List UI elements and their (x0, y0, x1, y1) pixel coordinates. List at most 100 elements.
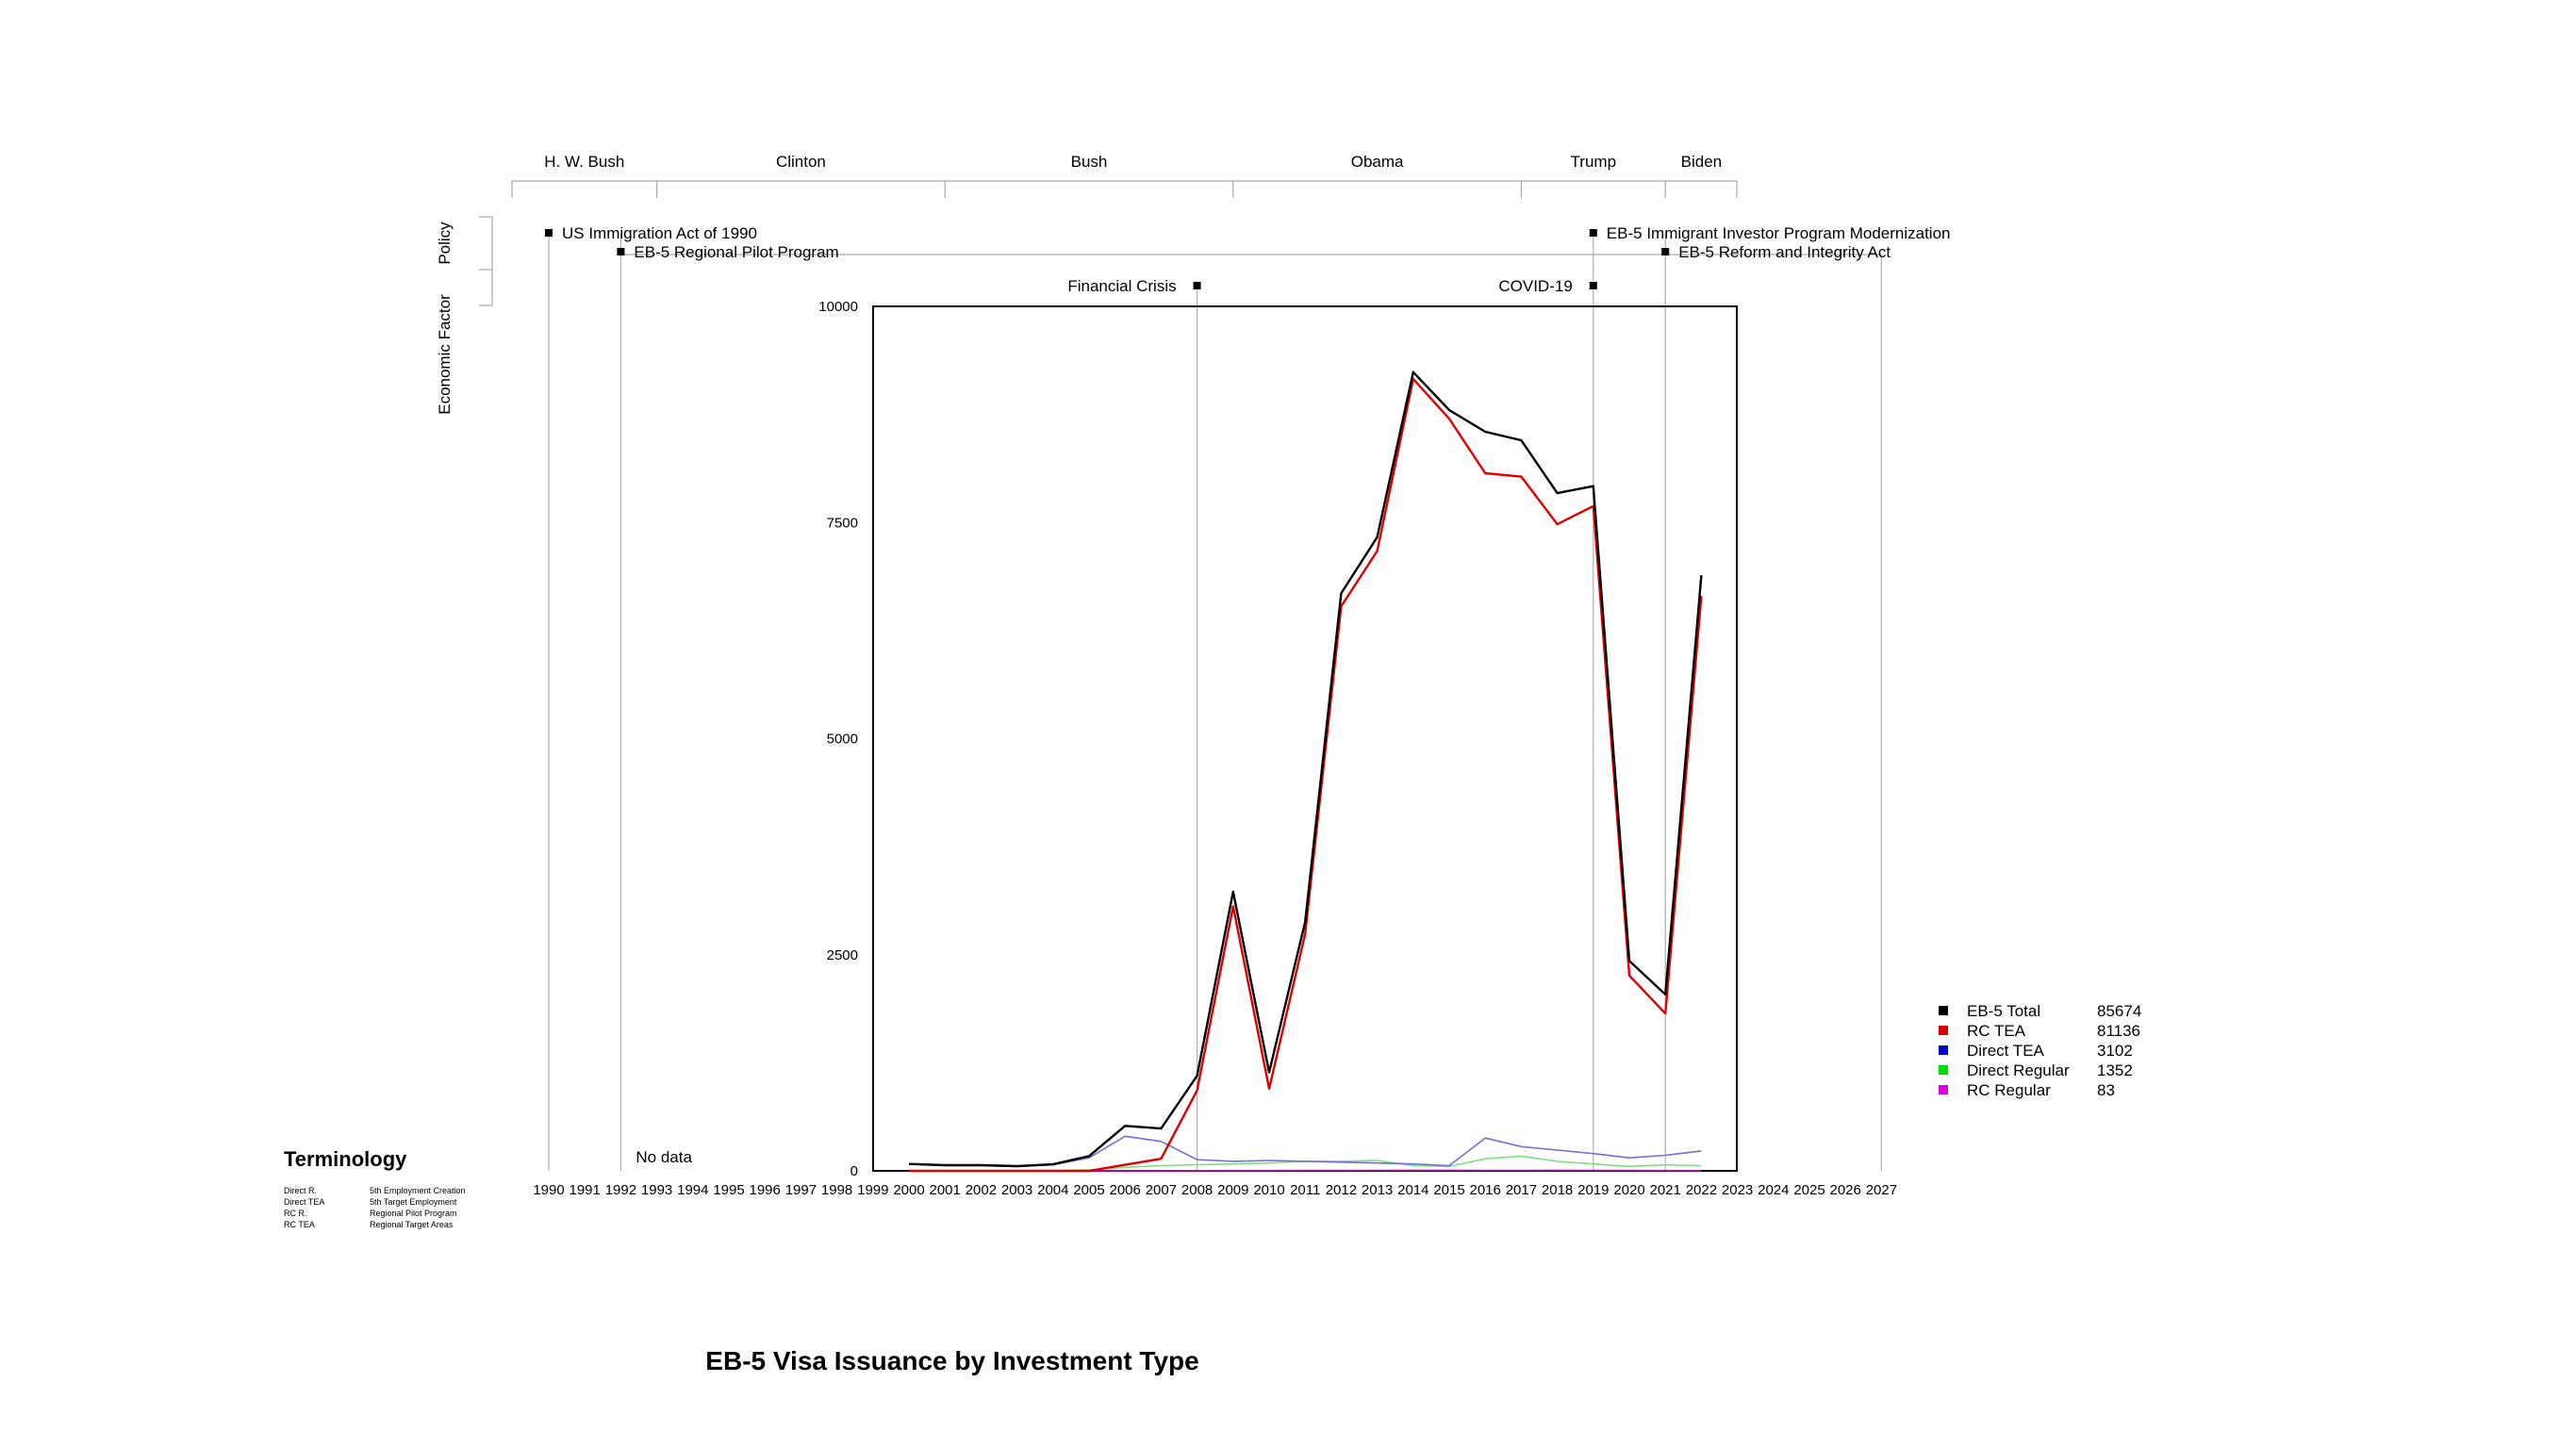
timeline-layer: H. W. Bush Clinton Bush Obama Trump Biden Poli… (436, 153, 1951, 1171)
x-tick-label: 2006 (1110, 1182, 1141, 1198)
chart-title: EB-5 Visa Issuance by Investment Type (705, 1346, 1198, 1375)
y-tick-label: 5000 (827, 732, 858, 748)
x-tick-label: 2022 (1686, 1182, 1717, 1198)
president-label: Bush (1071, 153, 1108, 171)
legend-total: 3102 (2097, 1042, 2133, 1060)
economic-event-label: Financial Crisis (1067, 277, 1176, 295)
x-tick-label: 2002 (966, 1182, 997, 1198)
x-tick-label: 1997 (785, 1182, 817, 1198)
president-label: Trump (1571, 153, 1617, 171)
no-data-label: No data (636, 1148, 692, 1166)
y-tick-label: 7500 (827, 515, 858, 531)
policy-event-label: EB-5 Reform and Integrity Act (1678, 243, 1891, 261)
president-label: Clinton (776, 153, 826, 171)
x-tick-label: 2021 (1650, 1182, 1681, 1198)
legend-swatch (1939, 1006, 1948, 1015)
x-tick-label: 1992 (605, 1182, 636, 1198)
x-tick-label: 2010 (1253, 1182, 1284, 1198)
x-tick-label: 2004 (1037, 1182, 1068, 1198)
legend-label: RC Regular (1967, 1081, 2051, 1099)
plot-frame (872, 305, 1738, 1172)
x-tick-label: 2018 (1542, 1182, 1573, 1198)
series-line (908, 1135, 1702, 1168)
president-label: Biden (1681, 153, 1722, 171)
legend-label: EB-5 Total (1967, 1002, 2040, 1020)
x-tick-label: 1991 (570, 1182, 601, 1198)
legend-total: 85674 (2097, 1002, 2141, 1020)
legend: EB-5 Total 85674 RC TEA 81136 Direct TEA 3102… (1939, 1002, 2141, 1099)
y-tick-label: 0 (850, 1163, 858, 1179)
terminology-term: RC R. (284, 1209, 307, 1218)
policy-event-label: EB-5 Immigrant Investor Program Moderniz… (1607, 224, 1951, 242)
x-tick-label: 1994 (677, 1182, 708, 1198)
economic-event-marker (1589, 282, 1597, 289)
x-tick-label: 2012 (1326, 1182, 1357, 1198)
legend-label: RC TEA (1967, 1022, 2026, 1040)
terminology-definition: Regional Target Areas (370, 1220, 454, 1229)
legend-swatch (1939, 1045, 1948, 1055)
x-tick-label: 2011 (1290, 1182, 1320, 1198)
x-tick-label: 2013 (1362, 1182, 1393, 1198)
x-tick-label: 2015 (1433, 1182, 1464, 1198)
policy-event-label: EB-5 Regional Pilot Program (634, 243, 838, 261)
terminology-term: Direct TEA (284, 1197, 324, 1207)
terminology-definition: Regional Pilot Program (370, 1209, 457, 1218)
x-tick-label: 2016 (1470, 1182, 1501, 1198)
axes-layer: 0 2500 5000 7500 10000 1990 1991 1992 1993 1994 19… (533, 299, 1897, 1198)
x-tick-label: 2007 (1146, 1182, 1177, 1198)
x-tick-label: 1998 (821, 1182, 852, 1198)
x-tick-label: 1993 (641, 1182, 672, 1198)
x-tick-label: 2023 (1722, 1182, 1753, 1198)
legend-total: 1352 (2097, 1061, 2133, 1079)
legend-label: Direct TEA (1967, 1042, 2045, 1060)
x-tick-label: 2003 (1001, 1182, 1032, 1198)
series-line (908, 370, 1703, 1168)
economic-event-label: COVID-19 (1498, 277, 1572, 295)
legend-total: 83 (2097, 1081, 2115, 1099)
economic-event-marker (1193, 282, 1201, 289)
terminology-heading: Terminology (284, 1147, 407, 1171)
x-tick-label: 1996 (750, 1182, 781, 1198)
category-bracket (479, 216, 493, 306)
president-label: Obama (1351, 153, 1404, 171)
x-tick-label: 2005 (1073, 1182, 1104, 1198)
x-tick-label: 1990 (533, 1182, 564, 1198)
series-line (909, 1155, 1702, 1172)
x-tick-label: 2020 (1613, 1182, 1644, 1198)
terminology-panel: Terminology Direct R. 5th Employment Creat… (284, 1147, 466, 1229)
x-tick-label: 2017 (1506, 1182, 1537, 1198)
series-line (909, 377, 1703, 1173)
x-tick-label: 1999 (857, 1182, 888, 1198)
category-label-policy: Policy (436, 222, 454, 265)
category-label-economic: Economic Factor (436, 294, 454, 415)
legend-swatch (1939, 1065, 1948, 1075)
legend-label: Direct Regular (1967, 1061, 2070, 1079)
x-tick-label: 2001 (930, 1182, 961, 1198)
policy-event-marker (1589, 229, 1597, 237)
x-tick-label: 2019 (1577, 1182, 1609, 1198)
x-tick-label: 1995 (713, 1182, 744, 1198)
legend-swatch (1939, 1085, 1948, 1094)
x-tick-label: 2014 (1397, 1182, 1428, 1198)
terminology-term: Direct R. (284, 1186, 317, 1195)
x-tick-label: 2026 (1830, 1182, 1861, 1198)
x-tick-label: 2008 (1181, 1182, 1213, 1198)
legend-total: 81136 (2097, 1022, 2140, 1040)
terminology-term: RC TEA (284, 1220, 315, 1229)
president-label: H. W. Bush (544, 153, 624, 171)
terminology-definition: 5th Employment Creation (370, 1186, 466, 1195)
x-tick-label: 2025 (1793, 1182, 1825, 1198)
y-tick-label: 2500 (827, 947, 858, 963)
policy-event-marker (545, 229, 553, 237)
policy-event-label: US Immigration Act of 1990 (562, 224, 757, 242)
y-tick-label: 10000 (818, 299, 858, 315)
x-tick-label: 2024 (1758, 1182, 1789, 1198)
legend-swatch (1939, 1026, 1948, 1035)
policy-event-marker (1661, 248, 1670, 255)
terminology-definition: 5th Target Employment (370, 1197, 457, 1207)
x-tick-label: 2000 (893, 1182, 924, 1198)
policy-event-marker (617, 248, 625, 255)
x-tick-label: 2027 (1866, 1182, 1897, 1198)
series-layer (908, 370, 1703, 1173)
